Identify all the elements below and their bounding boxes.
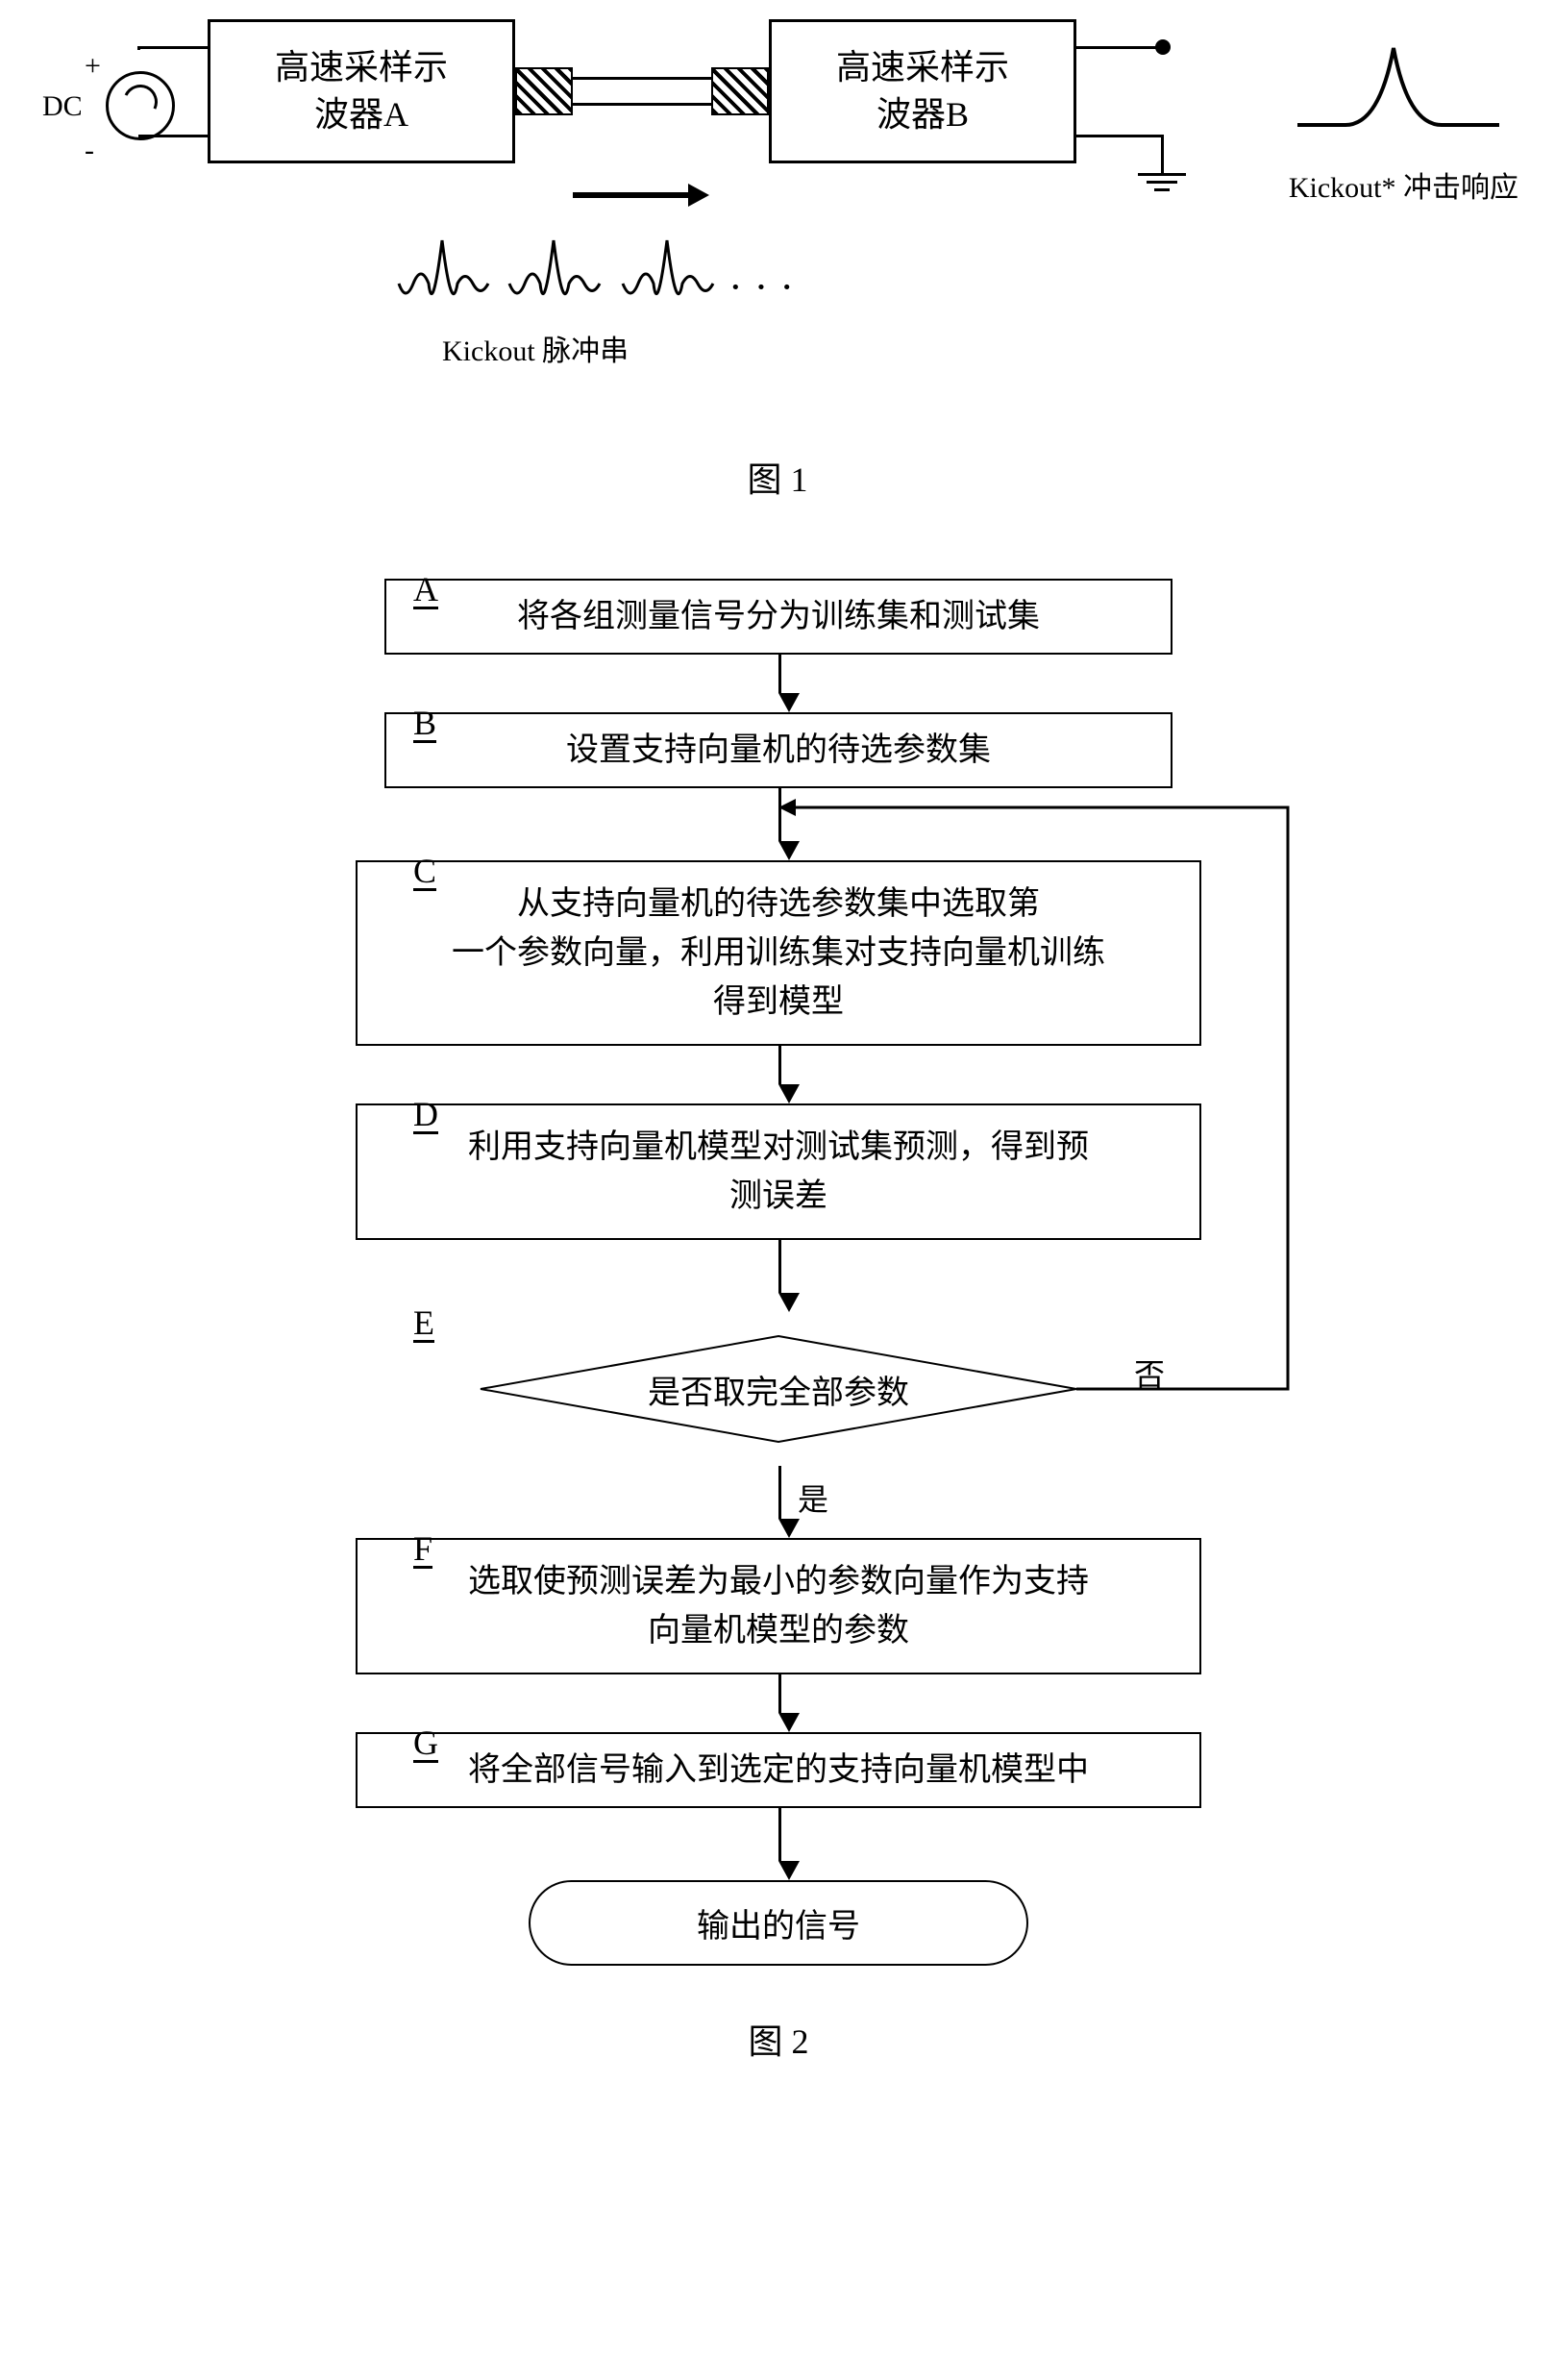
oscilloscope-a-label: 高速采样示 波器A [275, 44, 448, 137]
connector-a [515, 67, 573, 115]
step-label-c: C [413, 851, 436, 891]
step-a-text: 将各组测量信号分为训练集和测试集 [517, 599, 1040, 634]
wire-out-bottom [1076, 135, 1163, 137]
cable [573, 77, 711, 106]
connector-b [711, 67, 769, 115]
step-label-a: A [413, 569, 438, 609]
flowchart: A 将各组测量信号分为训练集和测试集 B 设置支持向量机的待选参数集 C 从支持… [346, 579, 1211, 1966]
step-d: 利用支持向量机模型对测试集预测，得到预 测误差 [356, 1103, 1201, 1240]
step-b-text: 设置支持向量机的待选参数集 [566, 732, 991, 768]
step-label-b: B [413, 703, 436, 743]
wire-dc-top-v [137, 46, 140, 50]
impulse-response [1288, 19, 1509, 149]
oscilloscope-a-box: 高速采样示 波器A [208, 19, 515, 163]
step-c: 从支持向量机的待选参数集中选取第 一个参数向量，利用训练集对支持向量机训练 得到… [356, 860, 1201, 1046]
step-g: 将全部信号输入到选定的支持向量机模型中 [356, 1732, 1201, 1808]
figure-2-caption: 图 2 [38, 2014, 1518, 2064]
step-f: 选取使预测误差为最小的参数向量作为支持 向量机模型的参数 [356, 1538, 1201, 1674]
ground-symbol [1138, 173, 1186, 191]
figure-1: DC + - 高速采样示 波器A 高速采样示 波器B · · · Kickout… [38, 19, 1518, 442]
wire-dc-bottom [138, 135, 208, 137]
step-d-text: 利用支持向量机模型对测试集预测，得到预 测误差 [468, 1129, 1089, 1214]
step-f-text: 选取使预测误差为最小的参数向量作为支持 向量机模型的参数 [468, 1564, 1089, 1649]
impulse-label: Kickout* 冲击响应 [1289, 163, 1518, 206]
terminal-output: 输出的信号 [529, 1880, 1028, 1966]
step-a: 将各组测量信号分为训练集和测试集 [384, 579, 1172, 655]
step-c-text: 从支持向量机的待选参数集中选取第 一个参数向量，利用训练集对支持向量机训练 得到… [452, 886, 1105, 1020]
step-label-g: G [413, 1723, 438, 1763]
oscilloscope-b-label: 高速采样示 波器B [836, 44, 1009, 137]
direction-arrow [573, 192, 688, 198]
branch-no: 否 [1134, 1351, 1165, 1395]
pulse-train-label: Kickout 脉冲串 [442, 327, 629, 369]
step-g-text: 将全部信号输入到选定的支持向量机模型中 [468, 1752, 1089, 1788]
dc-source: DC + - [67, 48, 183, 163]
figure-2: A 将各组测量信号分为训练集和测试集 B 设置支持向量机的待选参数集 C 从支持… [38, 579, 1518, 2064]
ellipsis: · · · [730, 269, 796, 305]
impulse-waveform [1288, 19, 1509, 144]
branch-yes: 是 [798, 1475, 828, 1520]
step-b: 设置支持向量机的待选参数集 [384, 712, 1172, 788]
figure-1-caption: 图 1 [38, 452, 1517, 502]
wire-gnd-v [1161, 135, 1164, 173]
output-node [1155, 39, 1171, 55]
step-label-f: F [413, 1528, 432, 1569]
pulse-train [394, 231, 759, 322]
minus-sign: - [85, 135, 94, 167]
plus-sign: + [85, 50, 101, 83]
pulse-train-waveform [394, 231, 759, 322]
step-label-d: D [413, 1094, 438, 1134]
dc-label: DC [42, 90, 83, 123]
wire-out-top [1076, 46, 1163, 49]
terminal-text: 输出的信号 [697, 1909, 860, 1945]
decision-text: 是否取完全部参数 [648, 1366, 909, 1413]
oscilloscope-b-box: 高速采样示 波器B [769, 19, 1076, 163]
decision-e: 是否取完全部参数 [356, 1312, 1201, 1466]
wire-dc-top [138, 46, 208, 49]
